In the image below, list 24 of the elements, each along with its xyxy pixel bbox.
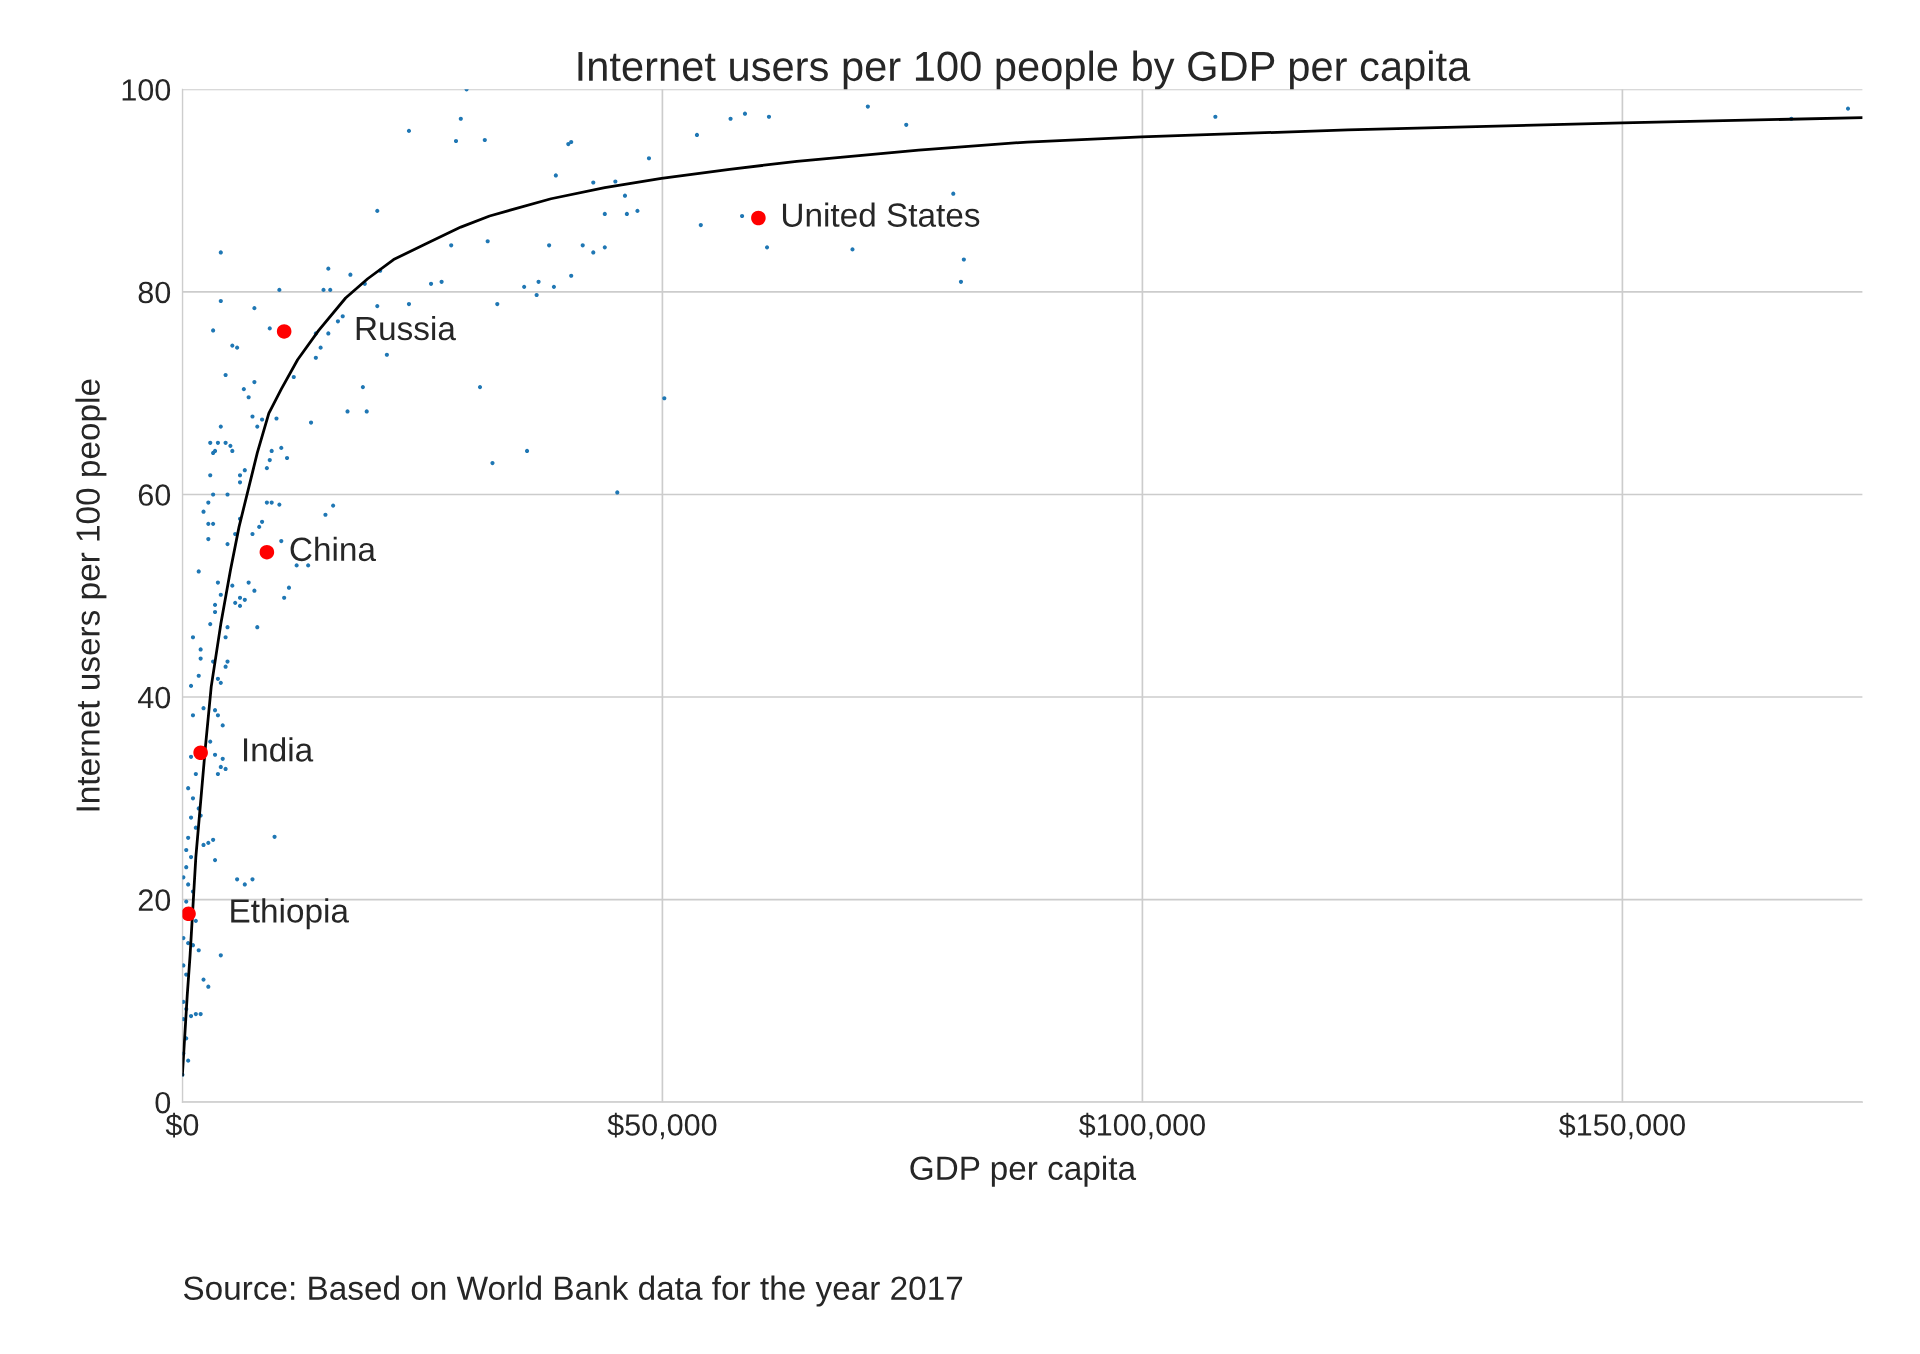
chart-title: Internet users per 100 people by GDP per capita xyxy=(578,50,1471,90)
y-tick-label: 0 xyxy=(155,1091,171,1114)
x-tick-label: $100,000 xyxy=(1079,1112,1205,1140)
y-tick-label: 60 xyxy=(138,484,171,506)
annotation: Russia xyxy=(356,315,456,341)
x-tick-label: $50,000 xyxy=(607,1112,717,1140)
y-tick-label: 20 xyxy=(138,889,171,911)
point xyxy=(751,210,766,226)
x-tick-label: $0 xyxy=(165,1112,199,1138)
y-axis-title: Internet users per 100 people xyxy=(75,379,107,811)
y-tick-label: 80 xyxy=(138,281,171,304)
x-axis-title: GDP per capita xyxy=(910,1155,1137,1187)
x-tick-label: $150,000 xyxy=(1559,1112,1685,1140)
point xyxy=(182,906,196,922)
annotation: India xyxy=(243,737,314,762)
annotation: China xyxy=(290,536,376,562)
point xyxy=(276,324,292,339)
annotation: United States xyxy=(782,202,980,227)
y-tick-label: 100 xyxy=(122,79,171,101)
annotation: Ethiopia xyxy=(231,898,349,930)
point xyxy=(193,745,208,761)
point xyxy=(259,544,275,560)
source-note: Source: Based on World Bank data for the year 2017 xyxy=(183,1275,963,1307)
y-tick-label: 40 xyxy=(138,686,171,709)
